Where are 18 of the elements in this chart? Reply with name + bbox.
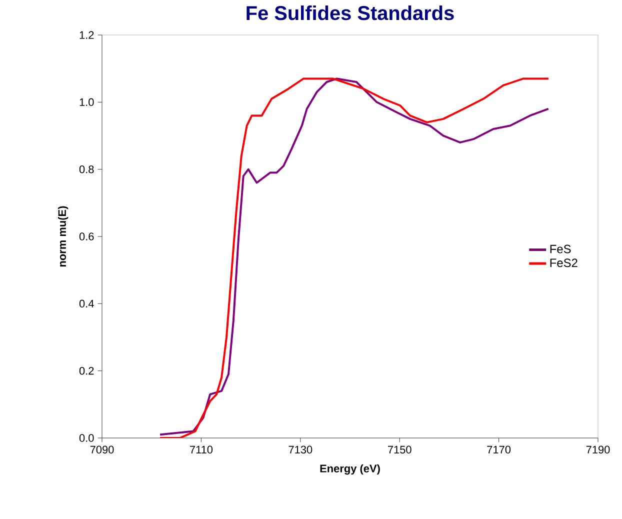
- x-axis-title: Energy (eV): [320, 464, 380, 475]
- y-tick-label: 0.2: [79, 366, 94, 375]
- y-tick-label: 1.2: [80, 31, 94, 39]
- legend-label: FeS: [550, 244, 571, 254]
- y-tick-label: 0.0: [79, 434, 94, 442]
- x-tick-label: 7130: [288, 446, 312, 454]
- x-tick-label: 7170: [487, 446, 511, 454]
- x-tick-label: 7190: [586, 446, 610, 454]
- x-tick-label: 7110: [190, 446, 213, 454]
- y-tick-label: 0.8: [79, 165, 94, 174]
- legend-label: FeS2: [550, 258, 578, 268]
- y-tick-label: 0.4: [79, 300, 94, 308]
- chart-title: Fe Sulfides Standards: [246, 6, 454, 20]
- x-tick-label: 7090: [90, 446, 114, 454]
- y-axis-title: norm mu(E): [58, 206, 68, 267]
- y-tick-label: 0.6: [79, 232, 94, 240]
- x-tick-label: 7150: [388, 446, 412, 454]
- y-tick-label: 1.0: [80, 98, 94, 106]
